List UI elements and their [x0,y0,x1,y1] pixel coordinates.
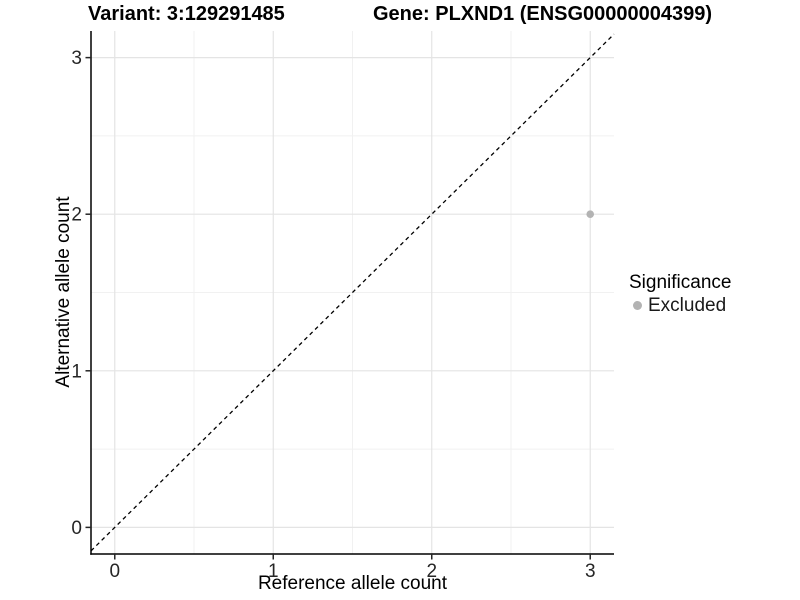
y-tick-label: 2 [71,205,82,226]
y-tick-label: 3 [71,48,82,69]
identity-reference-line [90,33,615,552]
y-tick-label: 1 [71,361,82,382]
x-tick-label: 1 [268,561,279,582]
gene-title: Gene: PLXND1 (ENSG00000004399) [373,3,713,25]
excluded-marker-icon [633,301,642,310]
x-tick-label: 2 [426,561,437,582]
x-tick-label: 3 [585,561,596,582]
legend: Significance Excluded [629,272,731,316]
legend-item-label: Excluded [648,295,727,316]
variant-title: Variant: 3:129291485 [88,3,285,25]
y-tick-label: 0 [71,518,82,539]
legend-item-excluded: Excluded [629,295,731,316]
x-axis-title: Reference allele count [257,573,448,594]
data-point [586,210,595,219]
x-tick-label: 0 [109,561,120,582]
legend-title: Significance [629,272,732,293]
y-axis-title: Alternative allele count [53,196,74,388]
